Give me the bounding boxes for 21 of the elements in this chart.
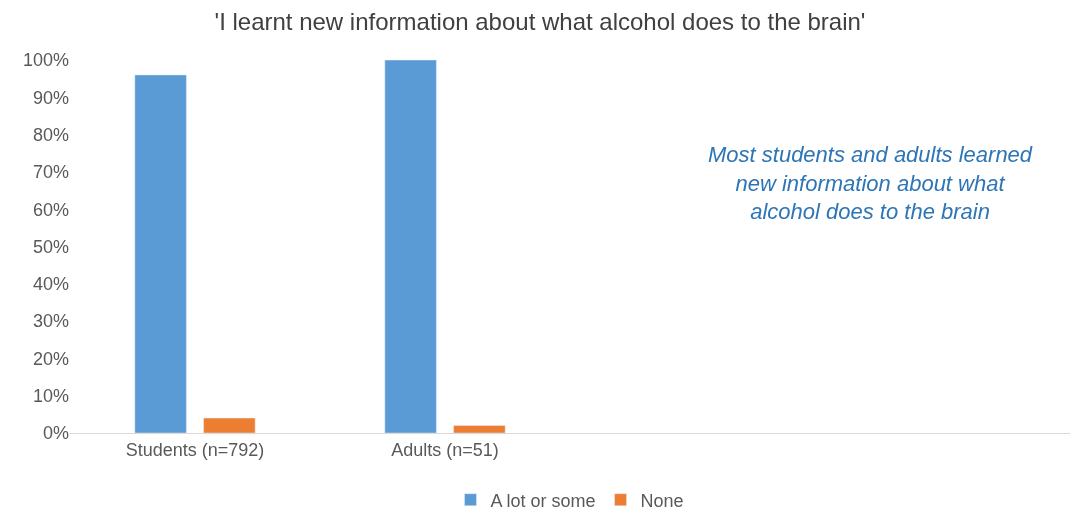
y-tick-label: 20% — [32, 348, 69, 369]
legend-label: A lot or some — [490, 490, 596, 511]
bar — [453, 425, 506, 433]
y-tick-label: 0% — [42, 423, 69, 444]
annotation: Most students and adults learned new information about what alcohol does to the brain — [708, 142, 1033, 225]
y-tick-label: 100% — [22, 50, 69, 71]
chart-title: 'I learnt new information about what alcohol does to the brain' — [214, 8, 866, 35]
y-tick-label: 30% — [32, 311, 69, 332]
x-tick-label: Adults (n=51) — [391, 439, 499, 460]
y-tick-label: 80% — [32, 124, 69, 145]
x-tick-label: Students (n=792) — [125, 439, 265, 460]
bar — [134, 74, 187, 433]
y-tick-label: 40% — [32, 274, 69, 295]
y-tick-label: 10% — [32, 386, 69, 406]
bar — [203, 417, 256, 433]
y-tick-label: 50% — [32, 236, 69, 257]
y-tick-label: 60% — [32, 199, 69, 220]
y-tick-label: 70% — [32, 162, 69, 183]
legend-label: None — [640, 490, 684, 511]
bar — [384, 60, 437, 433]
y-tick-label: 90% — [32, 87, 69, 108]
